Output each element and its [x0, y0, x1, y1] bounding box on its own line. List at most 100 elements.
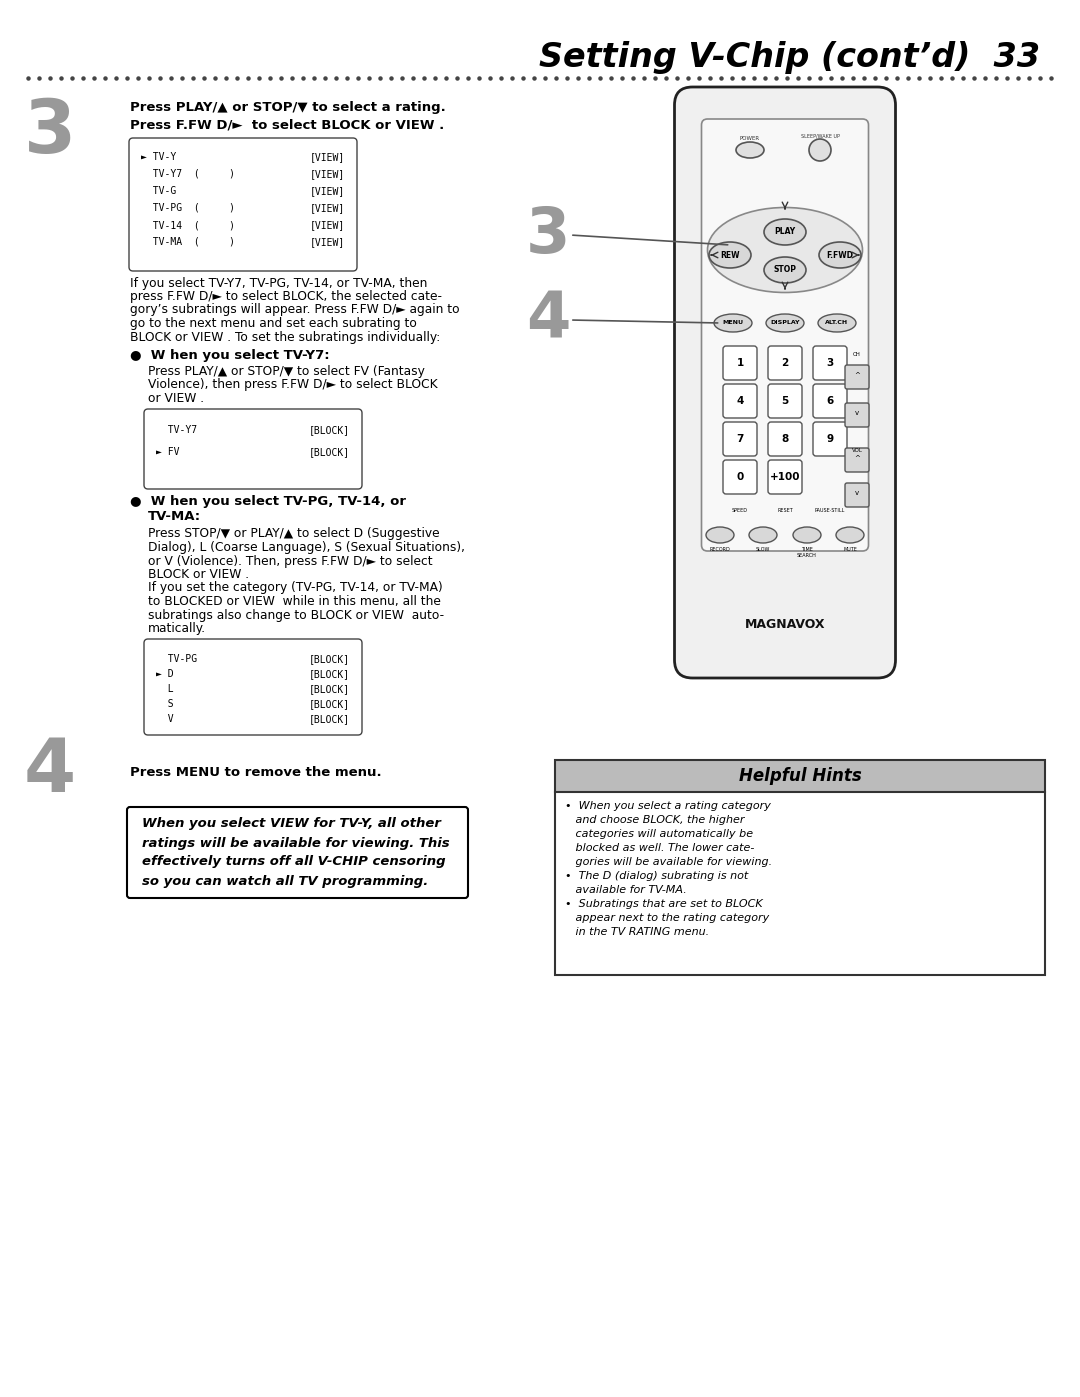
Text: TV-PG: TV-PG [156, 654, 198, 664]
Text: ^: ^ [854, 455, 860, 461]
Text: 0: 0 [737, 472, 744, 482]
Text: ► TV-Y: ► TV-Y [141, 152, 176, 162]
Text: 4: 4 [737, 395, 744, 407]
Ellipse shape [714, 314, 752, 332]
Text: [VIEW]: [VIEW] [310, 237, 345, 247]
Text: STOP: STOP [773, 265, 797, 274]
Text: ^: ^ [854, 372, 860, 379]
Text: 2: 2 [781, 358, 788, 367]
Text: SLOW: SLOW [756, 548, 770, 552]
Text: TV-MA:: TV-MA: [148, 510, 201, 524]
Text: ► FV: ► FV [156, 447, 179, 457]
Text: [VIEW]: [VIEW] [310, 203, 345, 212]
Text: Press F.FW D/►  to select BLOCK or VIEW .: Press F.FW D/► to select BLOCK or VIEW . [130, 119, 444, 131]
FancyBboxPatch shape [768, 460, 802, 495]
FancyBboxPatch shape [845, 448, 869, 472]
Text: 7: 7 [737, 434, 744, 444]
Text: SPEED: SPEED [732, 509, 748, 514]
Text: appear next to the rating category: appear next to the rating category [565, 914, 769, 923]
Text: TV-PG  (     ): TV-PG ( ) [141, 203, 235, 212]
Text: If you select TV-Y7, TV-PG, TV-14, or TV-MA, then: If you select TV-Y7, TV-PG, TV-14, or TV… [130, 277, 428, 289]
Ellipse shape [707, 208, 863, 292]
FancyBboxPatch shape [768, 422, 802, 455]
FancyBboxPatch shape [813, 346, 847, 380]
Text: v: v [855, 490, 859, 496]
Text: TV-MA  (     ): TV-MA ( ) [141, 237, 235, 247]
Text: Press PLAY/▲ or STOP/▼ to select FV (Fantasy: Press PLAY/▲ or STOP/▼ to select FV (Fan… [148, 365, 424, 377]
Text: [BLOCK]: [BLOCK] [309, 654, 350, 664]
FancyBboxPatch shape [813, 384, 847, 418]
Ellipse shape [766, 314, 804, 332]
Text: TV-14  (     ): TV-14 ( ) [141, 219, 235, 231]
Text: 4: 4 [24, 735, 76, 809]
Text: POWER: POWER [740, 136, 760, 141]
Text: [VIEW]: [VIEW] [310, 169, 345, 179]
FancyBboxPatch shape [723, 422, 757, 455]
Text: Press PLAY/▲ or STOP/▼ to select a rating.: Press PLAY/▲ or STOP/▼ to select a ratin… [130, 102, 446, 115]
FancyBboxPatch shape [702, 119, 868, 550]
Text: L: L [156, 685, 174, 694]
Text: and choose BLOCK, the higher: and choose BLOCK, the higher [565, 814, 744, 826]
Text: Press MENU to remove the menu.: Press MENU to remove the menu. [130, 766, 381, 778]
Text: Helpful Hints: Helpful Hints [739, 767, 862, 785]
Text: F.FWD: F.FWD [826, 250, 853, 260]
Text: subratings also change to BLOCK or VIEW  auto-: subratings also change to BLOCK or VIEW … [148, 609, 444, 622]
Text: 8: 8 [781, 434, 788, 444]
Text: [VIEW]: [VIEW] [310, 152, 345, 162]
FancyBboxPatch shape [675, 87, 895, 678]
Text: TIME
SEARCH: TIME SEARCH [797, 548, 816, 557]
FancyBboxPatch shape [845, 402, 869, 427]
Ellipse shape [706, 527, 734, 543]
Text: RESET: RESET [778, 509, 793, 514]
Text: •  Subratings that are set to BLOCK: • Subratings that are set to BLOCK [565, 900, 762, 909]
FancyBboxPatch shape [129, 138, 357, 271]
FancyBboxPatch shape [144, 409, 362, 489]
Text: [BLOCK]: [BLOCK] [309, 425, 350, 434]
Text: ●  W hen you select TV-Y7:: ● W hen you select TV-Y7: [130, 348, 329, 362]
Text: ► D: ► D [156, 669, 174, 679]
Text: [BLOCK]: [BLOCK] [309, 447, 350, 457]
Text: 5: 5 [781, 395, 788, 407]
FancyBboxPatch shape [768, 346, 802, 380]
Text: categories will automatically be: categories will automatically be [565, 828, 753, 840]
Text: ratings will be available for viewing. This: ratings will be available for viewing. T… [141, 837, 449, 849]
Text: [BLOCK]: [BLOCK] [309, 685, 350, 694]
FancyBboxPatch shape [768, 384, 802, 418]
Text: MENU: MENU [723, 320, 743, 326]
Bar [555, 792, 1045, 975]
Text: 3: 3 [826, 358, 834, 367]
Text: 9: 9 [826, 434, 834, 444]
Text: TV-Y7  (     ): TV-Y7 ( ) [141, 169, 235, 179]
Text: blocked as well. The lower cate-: blocked as well. The lower cate- [565, 842, 754, 854]
Text: SLEEP/WAKE UP: SLEEP/WAKE UP [800, 134, 839, 138]
Ellipse shape [764, 257, 806, 284]
FancyBboxPatch shape [813, 422, 847, 455]
Ellipse shape [750, 527, 777, 543]
Text: TV-G: TV-G [141, 186, 176, 196]
Text: VOL: VOL [851, 447, 863, 453]
Text: available for TV-MA.: available for TV-MA. [565, 886, 687, 895]
Text: effectively turns off all V-CHIP censoring: effectively turns off all V-CHIP censori… [141, 855, 446, 869]
Ellipse shape [793, 527, 821, 543]
Text: 3: 3 [24, 95, 76, 169]
Ellipse shape [708, 242, 751, 268]
Text: +100: +100 [770, 472, 800, 482]
Text: so you can watch all TV programming.: so you can watch all TV programming. [141, 875, 429, 887]
Text: Dialog), L (Coarse Language), S (Sexual Situations),: Dialog), L (Coarse Language), S (Sexual … [148, 541, 465, 555]
Text: ALT.CH: ALT.CH [825, 320, 849, 326]
Text: gories will be available for viewing.: gories will be available for viewing. [565, 856, 772, 868]
FancyBboxPatch shape [723, 346, 757, 380]
Text: [BLOCK]: [BLOCK] [309, 669, 350, 679]
Text: PLAY: PLAY [774, 228, 796, 236]
Text: •  The D (dialog) subrating is not: • The D (dialog) subrating is not [565, 870, 748, 882]
Text: Setting V-Chip (cont’d)  33: Setting V-Chip (cont’d) 33 [539, 42, 1040, 74]
Bar [555, 760, 1045, 975]
Text: 3: 3 [526, 204, 570, 265]
Text: 1: 1 [737, 358, 744, 367]
Text: V: V [156, 714, 174, 724]
Text: or V (Violence). Then, press F.FW D/► to select: or V (Violence). Then, press F.FW D/► to… [148, 555, 433, 567]
Text: S: S [156, 698, 174, 710]
Text: to BLOCKED or VIEW  while in this menu, all the: to BLOCKED or VIEW while in this menu, a… [148, 595, 441, 608]
FancyBboxPatch shape [723, 384, 757, 418]
Text: [VIEW]: [VIEW] [310, 219, 345, 231]
